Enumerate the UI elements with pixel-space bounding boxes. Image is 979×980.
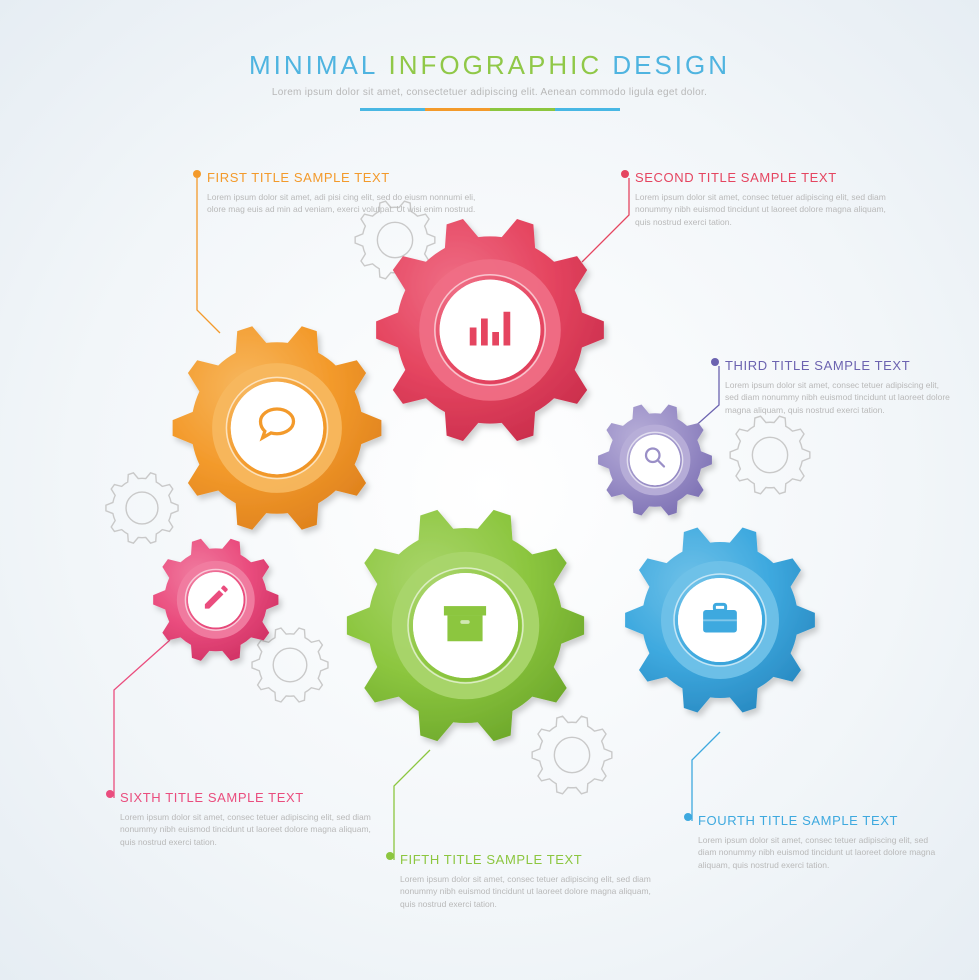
title-underline xyxy=(360,108,620,111)
leader-dot-5 xyxy=(386,852,394,860)
outline-gear-1 xyxy=(730,416,810,494)
callout-5-body: Lorem ipsum dolor sit amet, consec tetue… xyxy=(400,873,660,910)
callout-3-title: THIRD TITLE SAMPLE TEXT xyxy=(725,358,955,373)
subtitle: Lorem ipsum dolor sit amet, consectetuer… xyxy=(0,87,979,98)
callout-5-title: FIFTH TITLE SAMPLE TEXT xyxy=(400,852,660,867)
callout-6-body: Lorem ipsum dolor sit amet, consec tetue… xyxy=(120,811,380,848)
leader-dot-4 xyxy=(684,813,692,821)
archive-icon xyxy=(437,594,493,655)
callout-1-body: Lorem ipsum dolor sit amet, adi pisi cin… xyxy=(207,191,487,216)
callout-1-title: FIRST TITLE SAMPLE TEXT xyxy=(207,170,487,185)
infographic-root: { "type": "infographic", "canvas": { "wi… xyxy=(0,0,979,980)
header: MINIMAL INFOGRAPHIC DESIGN Lorem ipsum d… xyxy=(0,50,979,111)
callout-3: THIRD TITLE SAMPLE TEXT Lorem ipsum dolo… xyxy=(725,358,955,416)
search-icon xyxy=(642,444,669,476)
underline-seg-1 xyxy=(360,108,425,111)
callout-3-body: Lorem ipsum dolor sit amet, consec tetue… xyxy=(725,379,955,416)
underline-seg-3 xyxy=(490,108,555,111)
callout-4-title: FOURTH TITLE SAMPLE TEXT xyxy=(698,813,948,828)
callout-1: FIRST TITLE SAMPLE TEXT Lorem ipsum dolo… xyxy=(207,170,487,216)
title-word-3: DESIGN xyxy=(612,50,730,81)
callout-5: FIFTH TITLE SAMPLE TEXT Lorem ipsum dolo… xyxy=(400,852,660,910)
callout-4: FOURTH TITLE SAMPLE TEXT Lorem ipsum dol… xyxy=(698,813,948,871)
gear-pink xyxy=(130,514,302,686)
callout-6-title: SIXTH TITLE SAMPLE TEXT xyxy=(120,790,380,805)
gear-green xyxy=(303,463,628,788)
pencil-icon xyxy=(201,583,231,618)
leader-dot-6 xyxy=(106,790,114,798)
bar-chart-icon xyxy=(463,301,517,360)
main-title: MINIMAL INFOGRAPHIC DESIGN xyxy=(0,50,979,81)
leader-dot-3 xyxy=(711,358,719,366)
callout-4-body: Lorem ipsum dolor sit amet, consec tetue… xyxy=(698,834,948,871)
title-word-1: MINIMAL xyxy=(249,50,378,81)
speech-icon xyxy=(252,401,302,456)
leader-dot-1 xyxy=(193,170,201,178)
leader-dot-2 xyxy=(621,170,629,178)
callout-6: SIXTH TITLE SAMPLE TEXT Lorem ipsum dolo… xyxy=(120,790,380,848)
briefcase-icon xyxy=(698,595,743,645)
callout-2-title: SECOND TITLE SAMPLE TEXT xyxy=(635,170,895,185)
callout-2: SECOND TITLE SAMPLE TEXT Lorem ipsum dol… xyxy=(635,170,895,228)
callout-2-body: Lorem ipsum dolor sit amet, consec tetue… xyxy=(635,191,895,228)
title-word-2: INFOGRAPHIC xyxy=(389,50,603,81)
underline-seg-4 xyxy=(555,108,620,111)
gear-blue xyxy=(590,490,850,750)
underline-seg-2 xyxy=(425,108,490,111)
